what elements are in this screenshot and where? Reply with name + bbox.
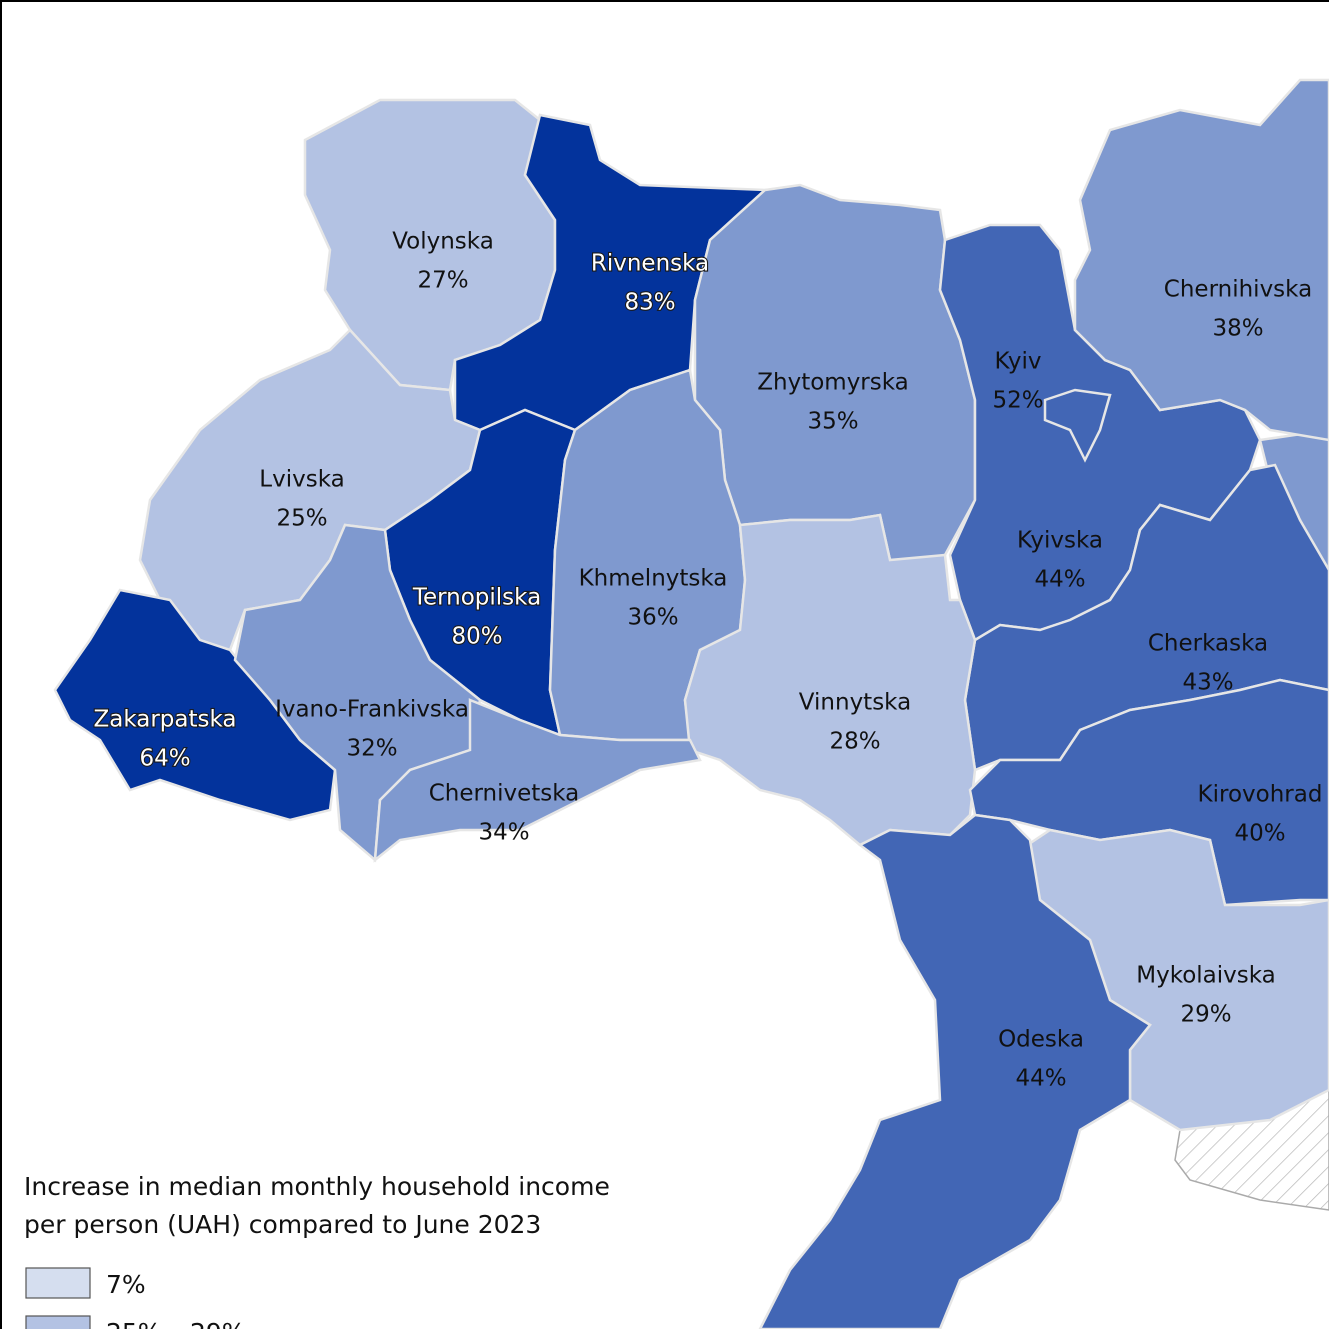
region-shape (963, 463, 1329, 772)
legend: Increase in median monthly household inc… (24, 1172, 610, 1329)
region-shape (1043, 388, 1112, 463)
region-value: 44% (1015, 1066, 1066, 1092)
region-value: 35% (807, 409, 858, 435)
region-name: Rivnenska (591, 251, 709, 277)
legend-label: 7% (106, 1270, 146, 1299)
region-value: 64% (139, 746, 190, 772)
region-value: 38% (1212, 316, 1263, 342)
region-name: Ternopilska (412, 585, 541, 611)
region-name: Zhytomyrska (757, 370, 909, 396)
region-name: Kyiv (994, 349, 1041, 375)
region-name: Odeska (998, 1027, 1084, 1053)
region-value: 28% (829, 729, 880, 755)
regions (53, 78, 1329, 1329)
region-value: 32% (346, 736, 397, 762)
region-value: 80% (451, 624, 502, 650)
legend-title: Increase in median monthly household inc… (24, 1172, 610, 1201)
region-name: Cherkaska (1148, 631, 1268, 657)
region-value: 29% (1180, 1002, 1231, 1028)
legend-swatch (25, 1267, 91, 1299)
region-name: Chernihivska (1164, 277, 1312, 303)
region-name: Mykolaivska (1136, 963, 1276, 989)
region-shape (373, 698, 702, 863)
region-name: Khmelnytska (579, 566, 728, 592)
region-name: Ivano-Frankivska (275, 697, 469, 723)
region-value: 27% (417, 268, 468, 294)
region-value: 25% (276, 506, 327, 532)
region-value: 34% (478, 820, 529, 846)
legend-title: per person (UAH) compared to June 2023 (24, 1210, 541, 1239)
region-name: Vinnytska (799, 690, 911, 716)
region-value: 83% (624, 290, 675, 316)
region-shape (758, 813, 1152, 1329)
legend-label: 25% – 29% (106, 1318, 246, 1329)
labels: Volynska 27% Rivnenska 83% Zhytomyrska 35% Kyi… (92, 229, 1323, 1092)
region-value: 40% (1234, 821, 1285, 847)
region-name: Volynska (392, 229, 494, 255)
region-name: Lvivska (259, 467, 344, 493)
region-name: Kirovohrad (1198, 782, 1323, 808)
region-name: Chernivetska (429, 781, 580, 807)
region-value: 43% (1182, 670, 1233, 696)
region-shape (1073, 78, 1329, 442)
region-value: 44% (1034, 567, 1085, 593)
region-value: 52% (992, 388, 1043, 414)
region-value: 36% (627, 605, 678, 631)
legend-swatch (25, 1315, 91, 1329)
region-name: Zakarpatska (93, 707, 236, 733)
region-name: Kyivska (1017, 528, 1103, 554)
